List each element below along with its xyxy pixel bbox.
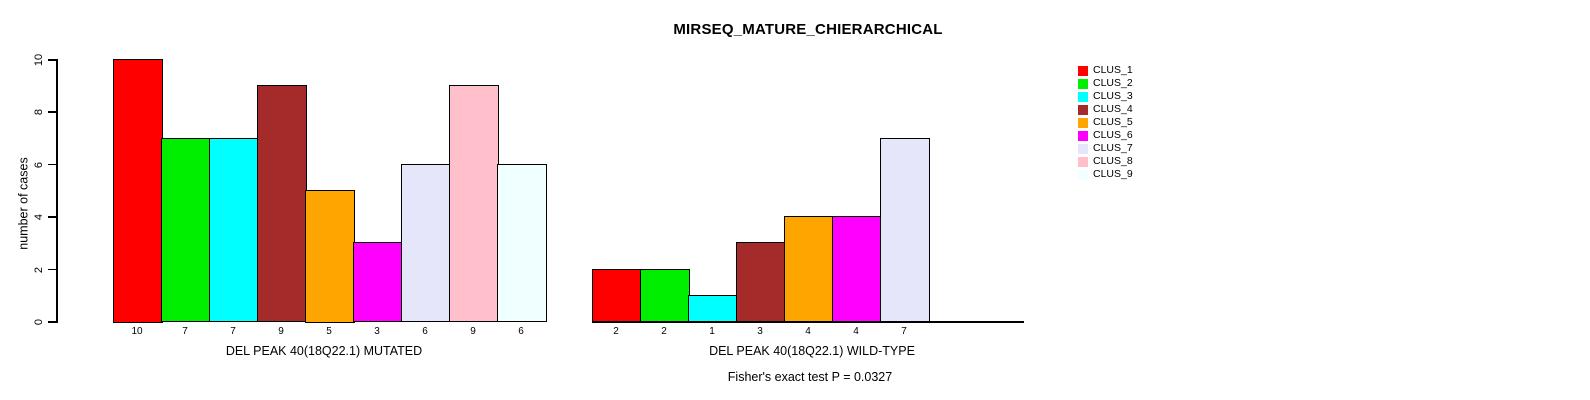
legend-item-clus_5: CLUS_5 bbox=[1078, 117, 1133, 128]
bar-clus_5 bbox=[784, 216, 834, 323]
y-axis-tick-label: 10 bbox=[33, 53, 45, 67]
bar-value-label: 2 bbox=[661, 326, 667, 337]
legend-item-clus_4: CLUS_4 bbox=[1078, 104, 1133, 115]
legend-label: CLUS_9 bbox=[1093, 168, 1133, 180]
y-axis-tick-label: 4 bbox=[33, 214, 45, 221]
chart-title: MIRSEQ_MATURE_CHIERARCHICAL bbox=[673, 21, 943, 38]
legend-item-clus_7: CLUS_7 bbox=[1078, 143, 1133, 154]
bar-value-label: 9 bbox=[470, 326, 476, 337]
bar-clus_1 bbox=[113, 59, 163, 323]
bar-clus_7 bbox=[401, 163, 451, 323]
legend-swatch-icon bbox=[1078, 104, 1088, 115]
legend-swatch-icon bbox=[1078, 156, 1088, 167]
bar-clus_3 bbox=[688, 294, 738, 323]
bar-value-label: 9 bbox=[278, 326, 284, 337]
legend-item-clus_6: CLUS_6 bbox=[1078, 130, 1133, 141]
legend-swatch-icon bbox=[1078, 78, 1088, 89]
bar-value-label: 2 bbox=[613, 326, 619, 337]
bar-value-label: 3 bbox=[757, 326, 763, 337]
legend-swatch-icon bbox=[1078, 130, 1088, 141]
bar-value-label: 7 bbox=[901, 326, 907, 337]
y-axis-tick bbox=[48, 268, 56, 271]
legend-label: CLUS_5 bbox=[1093, 116, 1133, 128]
y-axis-tick bbox=[48, 59, 56, 61]
bar-value-label: 4 bbox=[853, 326, 859, 337]
y-axis-tick bbox=[48, 111, 56, 113]
y-axis-tick-label: 0 bbox=[33, 318, 45, 326]
bar-value-label: 7 bbox=[230, 326, 236, 337]
bar-clus_2 bbox=[640, 268, 690, 323]
y-axis-tick bbox=[48, 163, 56, 166]
bar-value-label: 6 bbox=[422, 326, 428, 337]
legend-swatch-icon bbox=[1078, 91, 1088, 102]
legend-label: CLUS_8 bbox=[1093, 155, 1133, 167]
legend-label: CLUS_1 bbox=[1093, 64, 1133, 76]
y-axis-tick-label: 8 bbox=[33, 109, 45, 116]
bar-clus_6 bbox=[353, 242, 403, 323]
legend-swatch-icon bbox=[1078, 117, 1088, 128]
legend-swatch-icon bbox=[1078, 143, 1088, 154]
legend-label: CLUS_6 bbox=[1093, 129, 1133, 141]
bar-value-label: 3 bbox=[374, 326, 380, 337]
bar-clus_4 bbox=[257, 85, 307, 323]
fisher-test-note: Fisher's exact test P = 0.0327 bbox=[727, 370, 893, 384]
legend-item-clus_3: CLUS_3 bbox=[1078, 91, 1133, 102]
y-axis-tick-label: 2 bbox=[33, 266, 45, 273]
legend-item-clus_9: CLUS_9 bbox=[1078, 169, 1133, 180]
legend-label: CLUS_2 bbox=[1093, 77, 1133, 89]
bar-clus_8 bbox=[449, 85, 499, 323]
bar-clus_2 bbox=[161, 137, 211, 323]
legend-swatch-icon bbox=[1078, 169, 1088, 180]
y-axis-tick bbox=[48, 321, 56, 323]
bar-clus_4 bbox=[736, 242, 786, 323]
bar-clus_1 bbox=[592, 268, 642, 323]
y-axis-line bbox=[56, 59, 58, 323]
bar-clus_7 bbox=[880, 137, 930, 323]
legend-swatch-icon bbox=[1078, 65, 1088, 76]
bar-clus_9 bbox=[497, 163, 547, 323]
x-axis-label-wildtype: DEL PEAK 40(18Q22.1) WILD-TYPE bbox=[709, 344, 915, 358]
y-axis-tick-label: 6 bbox=[33, 161, 45, 168]
bar-value-label: 7 bbox=[182, 326, 188, 337]
bar-clus_3 bbox=[209, 137, 259, 323]
legend-label: CLUS_3 bbox=[1093, 90, 1133, 102]
legend-label: CLUS_4 bbox=[1093, 103, 1133, 115]
bar-value-label: 6 bbox=[518, 326, 524, 337]
bar-value-label: 5 bbox=[326, 326, 332, 337]
bar-clus_6 bbox=[832, 216, 882, 323]
legend-label: CLUS_7 bbox=[1093, 142, 1133, 154]
x-axis-label-mutated: DEL PEAK 40(18Q22.1) MUTATED bbox=[225, 344, 423, 358]
bar-clus_5 bbox=[305, 190, 355, 323]
bar-value-label: 4 bbox=[805, 326, 811, 337]
y-axis-tick bbox=[48, 216, 56, 218]
bar-value-label: 1 bbox=[709, 326, 715, 337]
bar-value-label: 10 bbox=[131, 326, 143, 337]
legend-item-clus_8: CLUS_8 bbox=[1078, 156, 1133, 167]
legend-item-clus_1: CLUS_1 bbox=[1078, 65, 1133, 76]
y-axis-label: number of cases bbox=[16, 157, 31, 250]
legend-item-clus_2: CLUS_2 bbox=[1078, 78, 1133, 89]
